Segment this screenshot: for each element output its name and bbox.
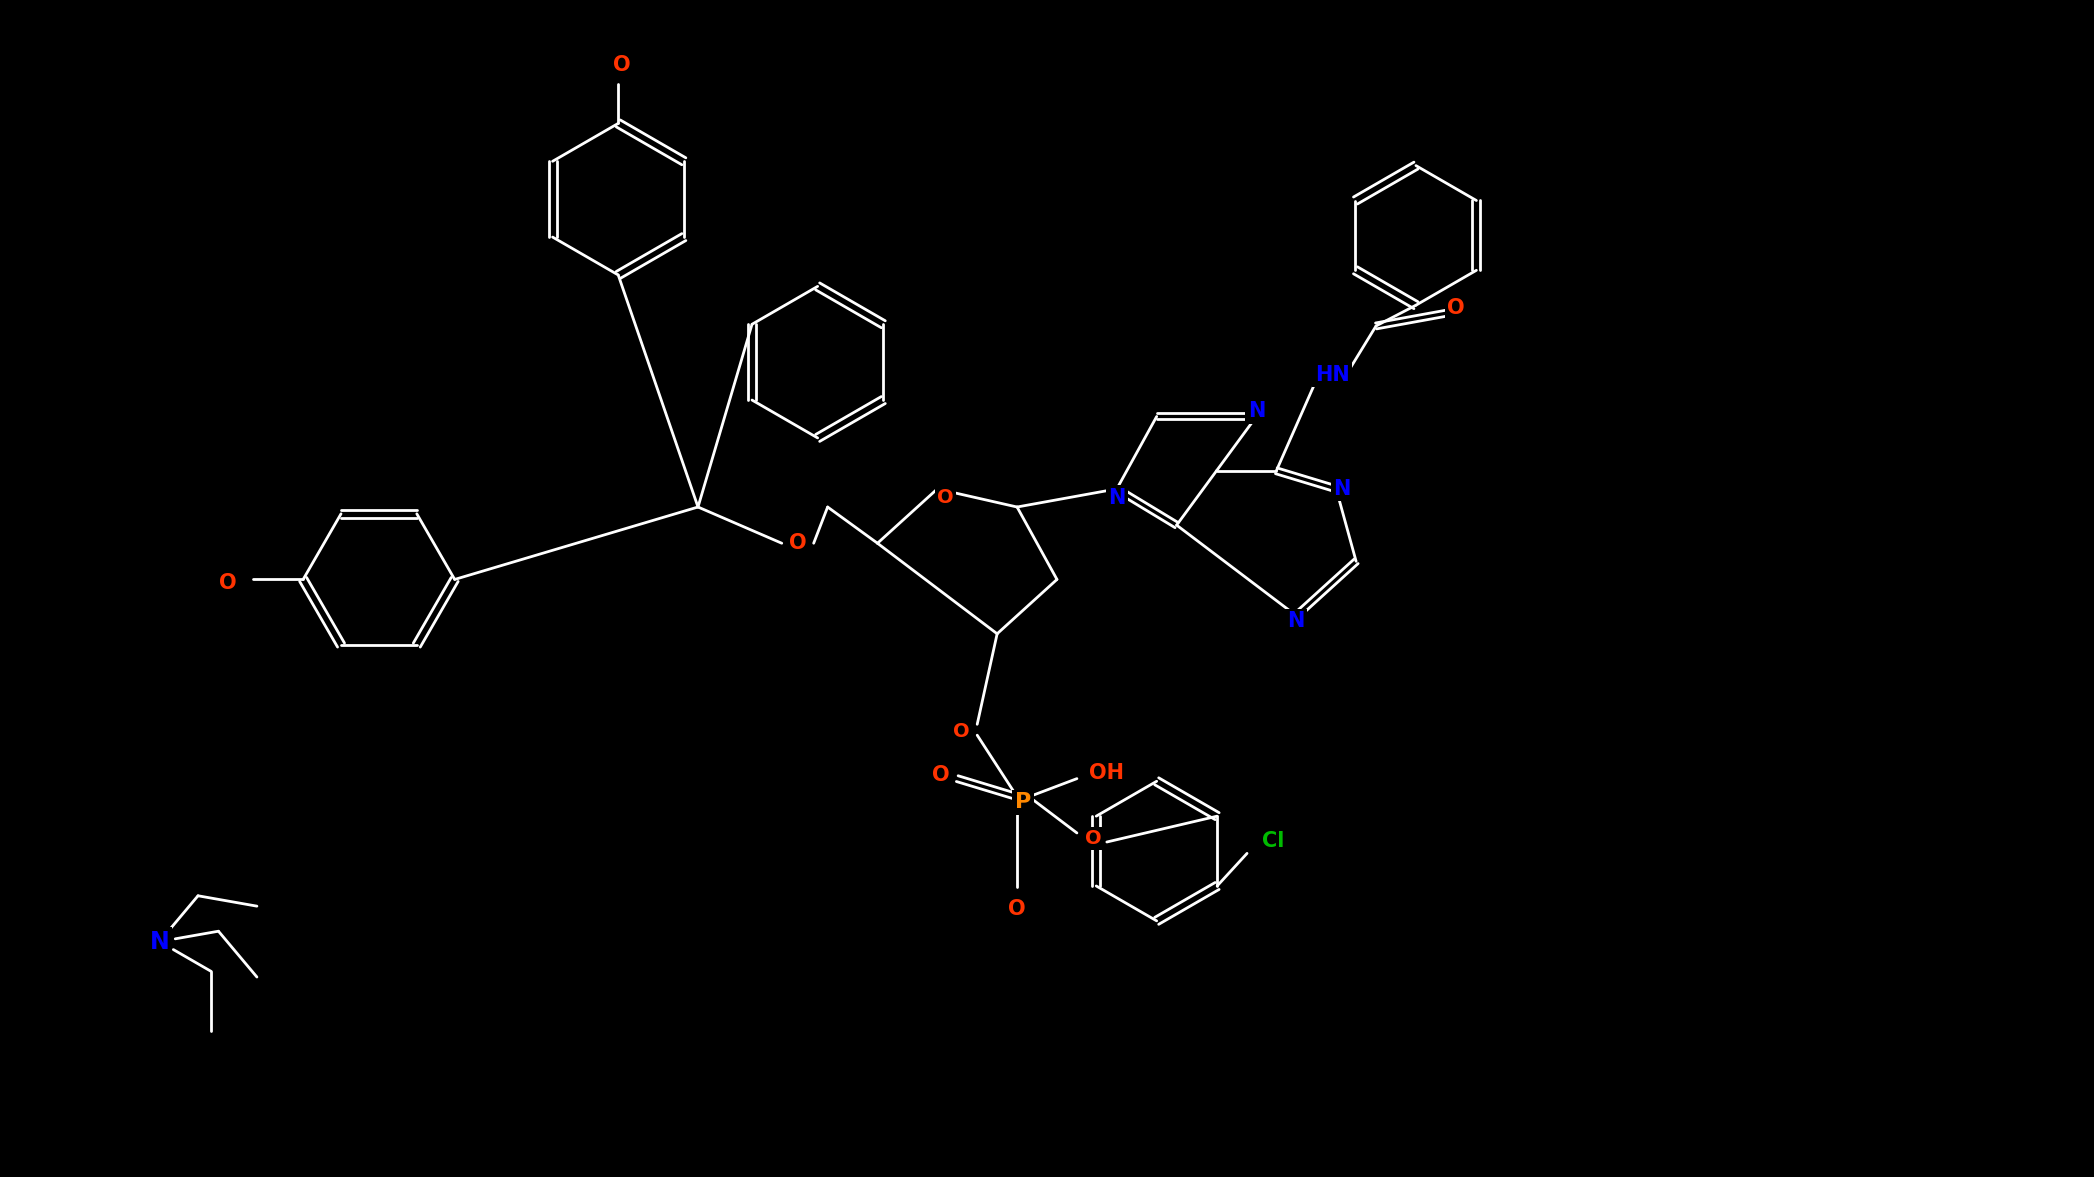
Text: O: O — [789, 533, 806, 553]
Text: O: O — [1085, 829, 1101, 847]
Text: P: P — [1016, 792, 1030, 812]
Text: N: N — [1248, 401, 1265, 421]
Text: HN: HN — [1315, 365, 1349, 385]
Text: N: N — [1288, 611, 1305, 631]
Text: O: O — [1009, 899, 1026, 919]
Text: O: O — [953, 722, 970, 742]
Text: N: N — [1334, 479, 1351, 499]
Text: O: O — [218, 573, 237, 593]
Text: O: O — [614, 55, 630, 75]
Text: N: N — [149, 930, 170, 953]
Text: N: N — [1108, 488, 1124, 508]
Text: Cl: Cl — [1263, 831, 1284, 851]
Text: O: O — [1447, 298, 1464, 318]
Text: OH: OH — [1089, 763, 1124, 783]
Text: O: O — [932, 765, 951, 785]
Text: O: O — [936, 488, 953, 507]
